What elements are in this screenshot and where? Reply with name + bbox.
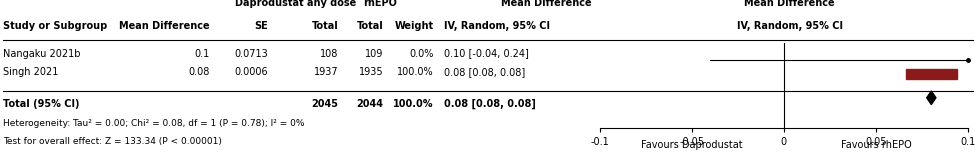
Text: 100.0%: 100.0% — [393, 99, 434, 109]
Text: Test for overall effect: Z = 133.34 (P < 0.00001): Test for overall effect: Z = 133.34 (P <… — [3, 137, 221, 146]
Text: 0.08 [0.08, 0.08]: 0.08 [0.08, 0.08] — [444, 67, 525, 77]
Text: Weight: Weight — [395, 21, 434, 31]
Text: Heterogeneity: Tau² = 0.00; Chi² = 0.08, df = 1 (P = 0.78); I² = 0%: Heterogeneity: Tau² = 0.00; Chi² = 0.08,… — [3, 119, 304, 128]
Text: Nangaku 2021b: Nangaku 2021b — [3, 48, 80, 59]
Text: 100.0%: 100.0% — [397, 67, 434, 77]
Text: 0.08 [0.08, 0.08]: 0.08 [0.08, 0.08] — [444, 98, 535, 109]
Text: 0.08: 0.08 — [188, 67, 210, 77]
Text: 0.0713: 0.0713 — [234, 48, 268, 59]
Text: 1937: 1937 — [314, 67, 338, 77]
Text: 0.1: 0.1 — [194, 48, 210, 59]
Text: SE: SE — [254, 21, 268, 31]
Text: Favours Daprodustat: Favours Daprodustat — [641, 140, 743, 150]
Text: IV, Random, 95% CI: IV, Random, 95% CI — [737, 21, 842, 31]
Text: Total (95% CI): Total (95% CI) — [3, 99, 79, 109]
Text: rhEPO: rhEPO — [364, 0, 397, 8]
Text: Mean Difference: Mean Difference — [501, 0, 591, 8]
Text: 0.0%: 0.0% — [410, 48, 434, 59]
Bar — [906, 69, 957, 79]
Text: 108: 108 — [320, 48, 338, 59]
Text: 2044: 2044 — [356, 99, 383, 109]
Text: 1935: 1935 — [359, 67, 383, 77]
Text: Study or Subgroup: Study or Subgroup — [3, 21, 107, 31]
Text: Singh 2021: Singh 2021 — [3, 67, 58, 77]
Text: IV, Random, 95% CI: IV, Random, 95% CI — [444, 21, 550, 31]
Polygon shape — [926, 91, 936, 105]
Text: Mean Difference: Mean Difference — [745, 0, 835, 8]
Text: 0.10 [-0.04, 0.24]: 0.10 [-0.04, 0.24] — [444, 48, 528, 59]
Text: Total: Total — [312, 21, 338, 31]
Text: Total: Total — [357, 21, 383, 31]
Text: 109: 109 — [365, 48, 383, 59]
Text: 0.0006: 0.0006 — [235, 67, 268, 77]
Text: 2045: 2045 — [311, 99, 338, 109]
Text: Favours rhEPO: Favours rhEPO — [840, 140, 912, 150]
Text: Daprodustat any dose: Daprodustat any dose — [235, 0, 356, 8]
Text: Mean Difference: Mean Difference — [119, 21, 210, 31]
